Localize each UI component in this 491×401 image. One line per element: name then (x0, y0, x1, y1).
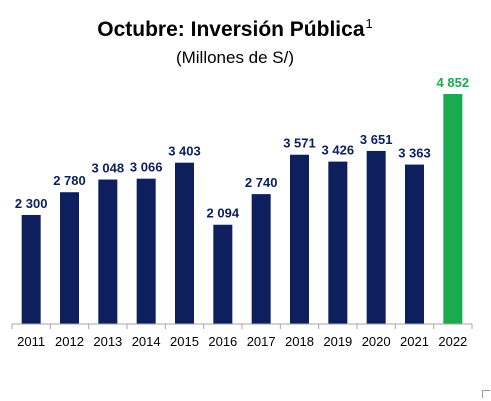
bar-2013 (98, 179, 118, 324)
data-label-2014: 3 066 (130, 160, 163, 175)
bar-2021 (405, 164, 424, 324)
data-label-2015: 3 403 (168, 144, 201, 159)
x-tick-label-2011: 2011 (17, 334, 45, 349)
chart-title-footnote-mark: 1 (365, 16, 373, 31)
bar-2020 (366, 150, 386, 324)
chart-title-text: Octubre: Inversión Pública (97, 18, 365, 41)
data-label-2019: 3 426 (322, 143, 355, 158)
data-label-2013: 3 048 (92, 161, 125, 176)
bar-2015 (175, 162, 194, 324)
data-label-2017: 2 740 (245, 175, 278, 190)
corner-mark (482, 390, 490, 398)
x-tick-label-2016: 2016 (208, 334, 237, 349)
x-tick-label-2018: 2018 (285, 334, 314, 349)
bar-2017 (251, 194, 271, 324)
data-label-2011: 2 300 (15, 196, 48, 211)
chart-subtitle: (Millones de S/) (175, 48, 295, 67)
data-label-2020: 3 651 (360, 132, 393, 147)
x-tick-label-2020: 2020 (362, 334, 391, 349)
data-label-2016: 2 094 (207, 206, 240, 221)
chart-title: Octubre: Inversión Pública1 (0, 16, 470, 42)
x-tick-label-2017: 2017 (247, 334, 276, 349)
bar-2014 (136, 178, 156, 324)
x-tick-label-2019: 2019 (323, 334, 352, 349)
bar-2016 (213, 224, 233, 324)
bar-2019 (328, 161, 348, 324)
x-tick-label-2014: 2014 (132, 334, 161, 349)
data-label-2021: 3 363 (398, 146, 431, 161)
data-label-2012: 2 780 (53, 173, 86, 188)
bar-2011 (21, 214, 41, 324)
bar-2018 (290, 154, 309, 324)
x-tick-label-2012: 2012 (55, 334, 84, 349)
data-label-2022: 4 852 (437, 75, 470, 90)
bar-2012 (60, 192, 79, 324)
x-tick-label-2022: 2022 (438, 334, 467, 349)
bar-2022 (443, 94, 463, 324)
x-tick-label-2021: 2021 (400, 334, 429, 349)
x-tick-label-2015: 2015 (170, 334, 199, 349)
data-label-2018: 3 571 (283, 136, 316, 151)
x-tick-label-2013: 2013 (93, 334, 122, 349)
